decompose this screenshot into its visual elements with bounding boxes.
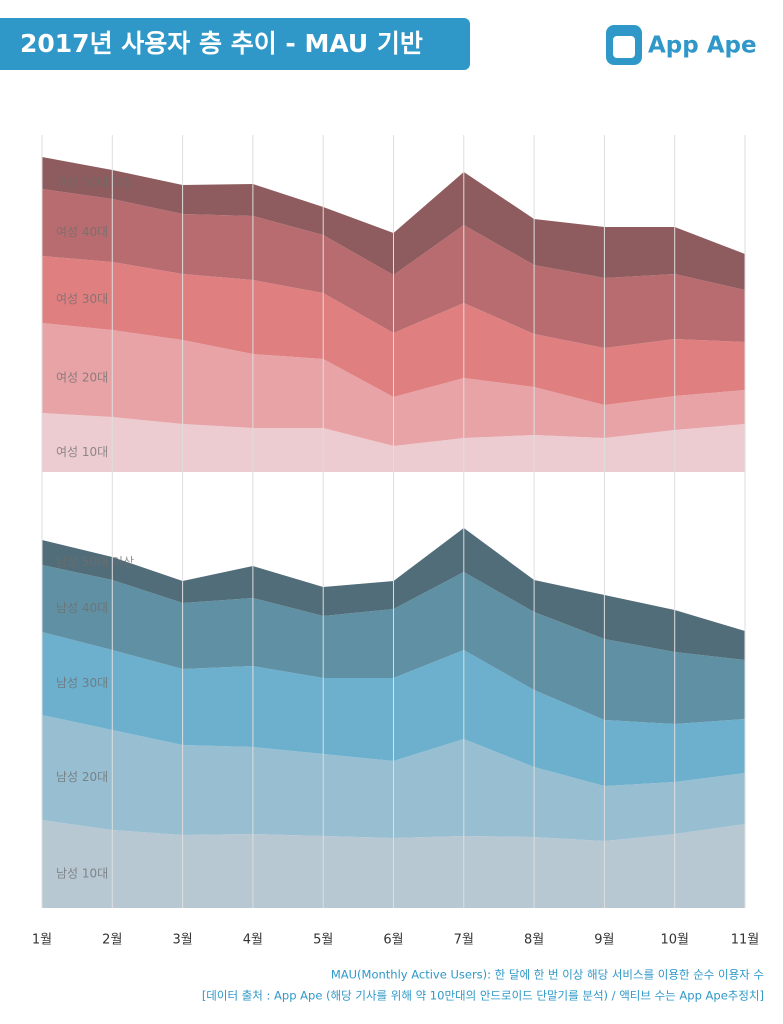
series-label: 남성 40대 (56, 601, 108, 615)
x-tick-label: 6월 (383, 933, 403, 948)
grid (41, 135, 746, 908)
note: MAU(Monthly Active Users): 한 달에 한 번 이상 해… (331, 968, 764, 982)
series-label: 남성 10대 (56, 867, 108, 881)
series-label: 남성 30대 (56, 676, 108, 690)
area (42, 157, 745, 290)
logo-text: App Ape (648, 33, 757, 59)
title-banner-edge (0, 18, 20, 70)
series-label: 여성 50대 이상 (56, 176, 134, 190)
x-tick-label: 2월 (102, 933, 122, 948)
x-tick-label: 8월 (524, 933, 544, 948)
x-tick-label: 5월 (313, 933, 333, 948)
x-tick-label: 3월 (172, 933, 192, 948)
series-label: 남성 50대 이상 (56, 555, 134, 569)
x-tick-label: 1월 (32, 933, 52, 948)
x-tick-label: 7월 (454, 933, 474, 948)
series-label: 여성 20대 (56, 371, 108, 385)
area (42, 189, 745, 348)
x-tick-label: 4월 (243, 933, 263, 948)
area (42, 323, 745, 446)
title-banner (0, 18, 470, 70)
x-tick-label: 9월 (594, 933, 614, 948)
series-label: 여성 10대 (56, 445, 108, 459)
x-tick-label: 10월 (660, 933, 689, 948)
logo-face (613, 36, 635, 58)
area (42, 413, 745, 472)
title: 2017년 사용자 층 추이 - MAU 기반 (20, 29, 423, 58)
note: [데이터 출처 : App Ape (해당 기사를 위해 약 10만대의 안드로… (202, 989, 764, 1003)
series-label: 여성 30대 (56, 292, 108, 306)
x-tick-label: 11월 (731, 933, 760, 948)
series-label: 여성 40대 (56, 225, 108, 239)
series-label: 남성 20대 (56, 770, 108, 784)
area (42, 256, 745, 405)
